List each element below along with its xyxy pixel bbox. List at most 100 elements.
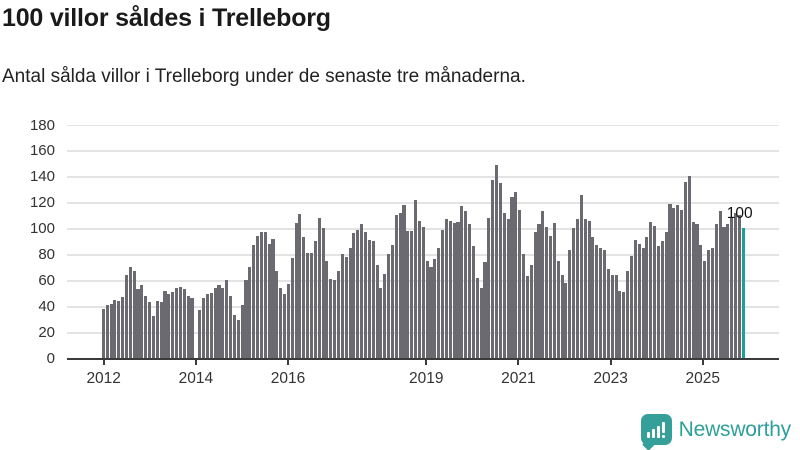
- bar: [683, 181, 687, 358]
- x-axis-tick-label: 2025: [685, 370, 720, 387]
- bar: [726, 224, 730, 358]
- bar: [610, 274, 614, 358]
- gridline: [67, 124, 779, 127]
- bar: [680, 210, 684, 358]
- bar: [325, 260, 329, 358]
- bar: [672, 207, 676, 358]
- bar: [198, 310, 202, 358]
- bar: [734, 212, 738, 358]
- bar: [282, 294, 287, 358]
- bar: [521, 254, 526, 358]
- bar: [626, 271, 630, 358]
- bar: [271, 238, 275, 358]
- bar: [259, 232, 263, 358]
- bar: [394, 215, 398, 358]
- bar: [602, 250, 607, 358]
- bar: [498, 182, 502, 358]
- bar: [668, 203, 672, 358]
- bar: [645, 237, 649, 358]
- bar: [252, 245, 256, 358]
- bar: [560, 274, 564, 358]
- y-axis-tick-label: 20: [38, 324, 55, 342]
- bar: [656, 246, 660, 358]
- bar: [321, 228, 325, 358]
- bar: [186, 295, 190, 358]
- bar: [363, 232, 368, 358]
- gridline: [67, 176, 779, 178]
- bar: [417, 220, 421, 358]
- bar: [336, 271, 341, 358]
- bar: [256, 236, 260, 358]
- bar: [487, 217, 491, 358]
- bar: [703, 260, 707, 358]
- bar: [529, 264, 533, 358]
- bar: [421, 227, 425, 358]
- bar: [171, 291, 175, 358]
- bar: [390, 245, 395, 358]
- bar: [225, 280, 229, 358]
- bar: [518, 210, 522, 358]
- bar: [236, 320, 240, 358]
- chart-title: 100 villor såldes i Trelleborg: [2, 4, 331, 32]
- x-axis-tick-label: 2019: [409, 370, 444, 387]
- bar: [367, 239, 371, 358]
- bar: [737, 215, 741, 358]
- logo-bar-icon: [647, 432, 651, 438]
- bar: [691, 221, 695, 358]
- x-axis-tick: [102, 359, 105, 365]
- bar: [101, 308, 105, 358]
- bar: [356, 229, 360, 358]
- bar: [660, 241, 664, 358]
- bar: [629, 255, 634, 358]
- bar: [213, 287, 217, 358]
- x-axis-tick-label: 2021: [501, 370, 536, 387]
- bar: [687, 176, 691, 358]
- bar: [468, 224, 472, 358]
- bar: [548, 236, 553, 358]
- bar: [614, 274, 618, 358]
- bar: [128, 267, 132, 358]
- last-value-annotation: 100: [726, 205, 753, 223]
- bar: [151, 316, 155, 358]
- bar: [121, 297, 125, 358]
- bar: [710, 247, 714, 358]
- bar: [140, 285, 144, 358]
- logo-bar-icon: [657, 426, 661, 438]
- bar: [313, 241, 317, 358]
- x-axis-tick: [287, 359, 290, 365]
- bar: [132, 271, 136, 358]
- bar: [414, 199, 418, 358]
- logo-bar-icon: [652, 429, 656, 438]
- highlighted-current-bar: [741, 228, 745, 358]
- bar: [113, 299, 117, 358]
- x-axis-tick-label: 2023: [593, 370, 628, 387]
- bar: [379, 287, 383, 358]
- bar: [583, 219, 587, 358]
- bar: [109, 303, 113, 358]
- bar: [633, 239, 637, 358]
- bar: [437, 247, 441, 358]
- bar: [653, 225, 657, 358]
- bar: [175, 287, 179, 358]
- gridline: [67, 202, 779, 204]
- bar: [444, 219, 448, 358]
- bar: [159, 302, 163, 358]
- bar: [410, 230, 414, 358]
- bar: [641, 247, 645, 358]
- newsworthy-logo-text: Newsworthy: [678, 417, 792, 441]
- bar: [263, 232, 267, 358]
- bar: [317, 217, 321, 358]
- bar: [371, 241, 375, 358]
- newsworthy-logo[interactable]: Newsworthy: [640, 414, 792, 450]
- x-axis-tick-label: 2012: [86, 370, 121, 387]
- bar: [556, 260, 560, 358]
- bar: [167, 294, 171, 358]
- bar: [240, 304, 244, 358]
- bar: [298, 214, 302, 358]
- y-axis-tick-label: 180: [29, 116, 55, 134]
- bar: [622, 291, 626, 358]
- bar: [117, 300, 121, 358]
- bar: [618, 290, 622, 358]
- bar: [502, 212, 506, 358]
- bar: [232, 315, 236, 358]
